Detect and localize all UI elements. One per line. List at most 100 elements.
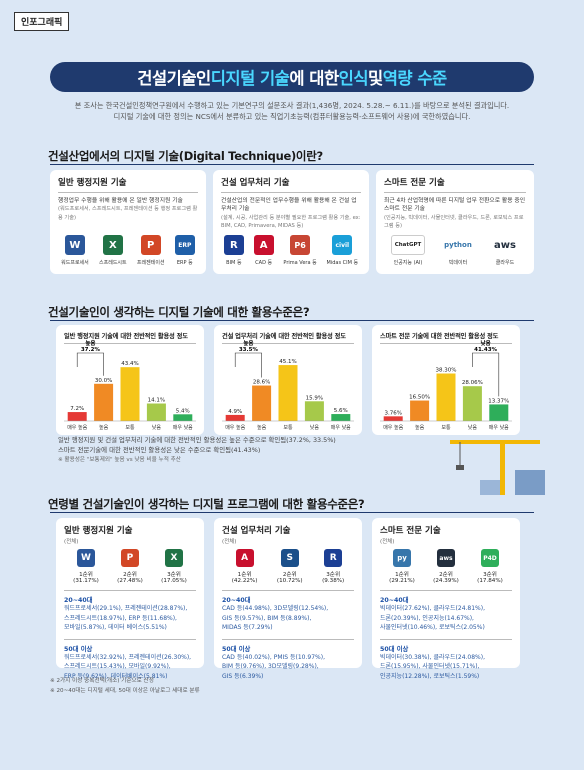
age-line: 사물인터넷(10.46%), 로보틱스(2.05%) [380,624,485,632]
rank-label: 2순위 [123,572,137,578]
card-title: 일반 행정지원 기술 [58,176,198,193]
card-desc-sub: (설계, 시공, 사업관리 등 분야별 필요한 프로그램 활용 기술, ex: … [221,214,361,230]
icon-label: 스프레드시트 [99,260,127,266]
infographic-tag: 인포그래픽 [14,12,70,31]
category-label: 낮음 [468,424,478,431]
age-line: 워드프로세서(32.92%), 프레젠테이션(26.30%), [64,653,192,661]
rank-item: S 2순위 (10.72%) [277,549,303,584]
rank-label: 1순위 [237,572,252,578]
bar [304,401,324,421]
age-line: BIM 등(9.76%), 3D모델링(9.28%), [222,663,319,671]
excel-icon: X [102,235,123,255]
category-label: 매우 높음 [383,424,403,431]
icon-row: R BIM 등 A CAD 등 P6 Prima Vera 등 civil Midas … [219,235,363,266]
bracket [472,352,500,397]
bracket [234,352,262,378]
icon-item: civil Midas CIM 등 [326,235,359,266]
chart-card-construction: 건설 업무처리 기술에 대한 전반적인 활용성 정도 4.9% 매우 높음 28.6… [214,325,362,435]
chatgpt-icon: ChatGPT [391,235,425,255]
rank-row: py 1순위 (29.21%) aws 2순위 (24.39%) P4D 3순위 (17.8… [380,549,512,584]
age-line: 스프레드시트(15.43%), 모바일(9.92%), [64,663,171,671]
icon-item: P 프레젠테이션 [137,235,165,266]
cad-icon: A [253,235,274,255]
title-part: 및 [368,69,383,88]
bracket-label: 높음 [85,339,95,347]
page-title: 건설기술인 디지털 기술 에 대한 인식 및 역량 수준 [50,62,534,92]
age-line: MIDAS 등(7.29%) [222,624,273,632]
rank-pct: (24.39%) [433,578,459,584]
icon-label: Midas CIM 등 [326,260,359,266]
icon-row: W 워드프로세서 X 스프레드시트 P 프레젠테이션 ERP ERP 등 [56,235,200,266]
bar [278,365,298,421]
erp-icon: ERP [174,235,195,255]
sketchup-icon: S [280,549,299,567]
chart-title: 일반 행정지원 기술에 대한 전반적인 활용성 정도 [64,331,196,344]
value-label: 28.6% [253,380,270,386]
icon-item: X 스프레드시트 [99,235,127,266]
card-admin-tech: 일반 행정지원 기술 행정업무 수행을 위해 활용에 온 일반 행정지원 기술 … [50,170,206,274]
value-label: 13.37% [488,398,509,404]
chart-notes: 일반 행정지원 및 건설 업무처리 기술에 대한 전반적인 활용성은 높은 수준… [58,436,336,465]
bar [252,385,272,421]
icon-item: W 워드프로세서 [61,235,89,266]
bracket [76,352,104,376]
bar [383,416,403,421]
age-group-label: 20~40대 [64,590,196,604]
title-highlight: 역량 수준 [382,69,447,88]
bar [331,414,351,421]
word-icon: W [76,549,95,567]
age-line: 모바일(5.87%), 데이터 베이스(5.51%) [64,624,167,632]
footnote: ※ 20~40대는 디지털 세대, 50대 이상은 아날로그 세대로 분류 [50,688,200,694]
bar [462,386,482,421]
section-divider [50,512,534,513]
icon-label: ERP 등 [176,260,193,266]
category-label: 보통 [441,425,451,431]
chart-title: 스마트 전문 기술에 대한 전반적인 활용성 정도 [380,331,512,344]
section3-title: 연령별 건설기술인이 생각하는 디지털 프로그램에 대한 활용수준은? [48,497,365,511]
rank-pct: (10.72%) [276,578,303,584]
age-line: 드론(15.95%), 사물인터넷(15.71%), [380,663,480,671]
age-line: GIS 등(9.57%), BIM 등(8.89%), [222,614,312,622]
card-desc-main: 최근 4차 산업혁명에 따른 디지털 업무 전환으로 활용 중인 스마트 전문 … [384,198,526,213]
rank-row: A 1순위 (42.22%) S 2순위 (10.72%) R 3순위 (9.38%) [222,549,354,584]
bar [120,367,140,421]
icon-label: Prima Vera 등 [283,260,317,266]
icon-item: python 빅데이터 [443,235,473,266]
bar [436,373,456,421]
card-title: 건설 업무처리 기술 [221,176,361,193]
card-desc-main: 행정업무 수행을 위해 활용에 온 일반 행정지원 기술 [58,198,183,204]
intro-text: 본 조사는 한국건설인정책연구원에서 수행하고 있는 기본연구의 설문조사 결과… [30,100,554,122]
age-group-label: 20~40대 [380,590,512,604]
age-group-text: 워드프로세서(32.92%), 프레젠테이션(26.30%), 스프레드시트(1… [64,653,196,682]
value-label: 4.9% [228,409,242,415]
section1-title: 건설산업에서의 디지털 기술(Digital Technique)이란? [48,149,323,163]
age-group-text: CAD 등(40.02%), PMIS 등(10.97%), BIM 등(9.7… [222,653,354,682]
rank-pct: (42.22%) [231,578,258,584]
icon-label: 인공지능 (AI) [393,260,423,266]
icon-label: 프레젠테이션 [136,260,165,266]
age-line: 빅데이터(30.38%), 클라우드(24.08%), [380,653,486,661]
category-label: 매우 높음 [225,424,245,431]
aws-icon: aws [491,235,519,255]
rank-item: aws 2순위 (24.39%) [433,549,459,584]
crane-illustration [450,440,545,495]
category-label: 매우 낮음 [331,424,351,431]
value-label: 38.30% [436,368,457,374]
bar [173,414,193,421]
powerpoint-icon: P [140,235,161,255]
section-divider [50,164,534,165]
card-subtitle: (전체) [222,539,237,545]
card-desc: 최근 4차 산업혁명에 따른 디지털 업무 전환으로 활용 중인 스마트 전문 … [384,197,526,231]
icon-item: ChatGPT 인공지능 (AI) [391,235,425,266]
card-desc: 건설산업의 전문적인 업무수행을 위해 활용해 온 건설 업무처리 기술 (설계… [221,197,361,231]
value-label: 14.1% [148,398,165,404]
intro-line: 디지털 기술에 대한 정의는 NCS에서 분류하고 있는 직업기초능력(컴퓨터활… [113,112,471,122]
category-label: 낮음 [152,424,162,431]
rank-item: X 3순위 (17.05%) [161,549,187,584]
bim-icon: R [324,549,343,567]
bracket-value: 41.43% [474,347,497,353]
value-label: 5.4% [176,408,190,414]
word-icon: W [64,235,85,255]
value-label: 30.0% [95,378,112,384]
value-label: 5.6% [334,408,348,414]
